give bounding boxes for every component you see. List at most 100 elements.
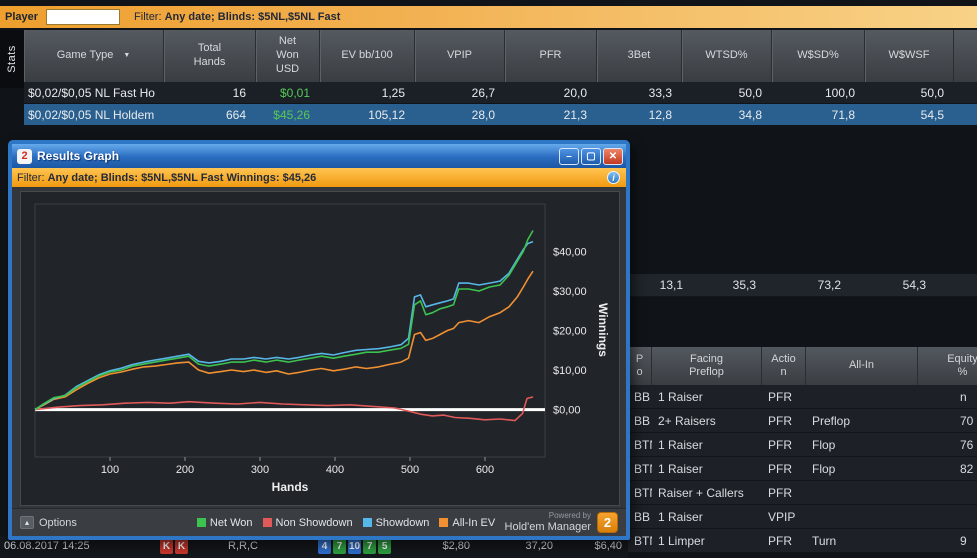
svg-text:$40,00: $40,00 [553, 246, 587, 258]
stats-table-row[interactable]: $0,02/$0,05 NL Fast Ho 16 $0,01 1,25 26,7 20,… [24, 82, 977, 104]
detail-table-row[interactable]: BB 2+ Raisers PFR Preflop 70 [628, 409, 977, 433]
svg-text:200: 200 [176, 464, 194, 476]
svg-text:$10,00: $10,00 [553, 365, 587, 377]
info-icon[interactable]: i [607, 171, 620, 184]
maximize-button[interactable]: ▢ [581, 147, 601, 165]
hm2-window-icon: 2 [17, 148, 32, 164]
results-graph-window: 2 Results Graph – ▢ ✕ Filter: Any date; … [8, 140, 630, 540]
hand-amount-2: 37,20 [525, 540, 553, 552]
detail-cell [806, 505, 918, 528]
popup-winnings-label: Winnings: [226, 171, 280, 184]
options-button[interactable]: ▴ Options [20, 516, 77, 529]
detail-cell: 2+ Raisers [658, 413, 716, 428]
detail-cell: BTN [634, 485, 652, 500]
detail-cell: Flop [812, 461, 836, 476]
detail-cell [918, 481, 977, 504]
detail-table-row[interactable]: BB 1 Raiser VPIP [628, 505, 977, 529]
detail-cell: 76 [960, 437, 974, 452]
minimize-button[interactable]: – [559, 147, 579, 165]
stat-value: 54,3 [902, 278, 926, 292]
popup-filter-bar: Filter: Any date; Blinds: $5NL,$5NL Fast… [12, 168, 626, 187]
board-cards: 4 7 10 7 5 [318, 539, 393, 554]
game-type-filter-arrow-icon[interactable]: ▼ [123, 51, 131, 59]
stats-table-header: Game Type ▼ Total Hands Net Won USD EV bb/10… [24, 30, 977, 82]
hole-card-chip: K [175, 539, 188, 554]
detail-cell: PFR [768, 461, 792, 476]
popup-titlebar[interactable]: 2 Results Graph – ▢ ✕ [12, 144, 626, 168]
svg-text:600: 600 [476, 464, 494, 476]
column-header-p-o[interactable]: P o [628, 347, 652, 385]
stats-table-row[interactable]: $0,02/$0,05 NL Holdem 664 $45,26 105,12 28,0… [24, 104, 977, 126]
player-search-input[interactable] [46, 9, 121, 25]
detail-table-row[interactable]: BTN Raiser + Callers PFR [628, 481, 977, 505]
stats-side-tab[interactable]: Stats [0, 30, 24, 88]
stat-value: 35,3 [732, 278, 756, 292]
filter-label: Filter: [134, 11, 162, 23]
board-card-chip: 7 [333, 539, 346, 554]
detail-cell: PFR [768, 437, 792, 452]
chart-panel: 100 200 300 400 500 600 $0,00 $10,00 $20,00 $30,0… [20, 191, 620, 506]
hand-amount-1: $2,80 [442, 540, 470, 552]
stat-cell: 34,8 [738, 107, 762, 122]
legend-label: All-In EV [452, 516, 496, 529]
detail-cell: PFR [768, 389, 792, 404]
detail-cell [806, 385, 918, 408]
detail-cell: PFR [768, 533, 792, 548]
column-header-equity[interactable]: Equity % [918, 347, 977, 385]
detail-table-row[interactable]: BTN 1 Raiser PFR Flop 82 [628, 457, 977, 481]
popup-bottom-bar: ▴ Options Net Won Non Showdown Showdown All… [12, 508, 626, 536]
detail-table-row[interactable]: BTN 1 Raiser PFR Flop 76 [628, 433, 977, 457]
stat-cell: 12,8 [648, 107, 672, 122]
column-header-facing-preflop[interactable]: Facing Preflop [652, 347, 762, 385]
detail-table-header: P o Facing Preflop Actio n All-In Equity % [628, 347, 977, 385]
powered-by: Powered by Hold'em Manager 2 [505, 511, 618, 533]
detail-cell: Raiser + Callers [658, 485, 744, 500]
legend-item-non-showdown: Non Showdown [262, 517, 353, 529]
column-header-vpip[interactable]: VPIP [415, 30, 505, 82]
results-graph-chart: 100 200 300 400 500 600 $0,00 $10,00 $20,00 $30,0… [34, 203, 587, 476]
legend-swatch-net-won [196, 518, 206, 527]
detail-cell: 1 Raiser [658, 437, 703, 452]
popup-title: Results Graph [37, 149, 120, 163]
stat-cell: 20,0 [563, 85, 587, 100]
stat-cell: 54,5 [920, 107, 944, 122]
column-header-net-won-usd[interactable]: Net Won USD [256, 30, 320, 82]
stats-table-body: $0,02/$0,05 NL Fast Ho 16 $0,01 1,25 26,7 20,… [24, 82, 977, 126]
stat-cell: 71,8 [831, 107, 855, 122]
column-header-game-type[interactable]: Game Type ▼ [24, 30, 164, 82]
detail-table-row[interactable]: BB 1 Raiser PFR n [628, 385, 977, 409]
detail-cell: n [960, 389, 967, 404]
column-header-actio-n[interactable]: Actio n [762, 347, 806, 385]
svg-text:$30,00: $30,00 [553, 286, 587, 298]
stat-cell: 1,25 [381, 85, 405, 100]
game-type-cell: $0,02/$0,05 NL Holdem [28, 107, 155, 122]
svg-text:$0,00: $0,00 [553, 405, 581, 417]
column-header-wtsd[interactable]: WTSD% [682, 30, 772, 82]
game-type-cell: $0,02/$0,05 NL Fast Ho [28, 85, 155, 100]
powered-by-text: Powered by [548, 511, 591, 521]
detail-cell: Preflop [812, 413, 851, 428]
stats-table: Game Type ▼ Total Hands Net Won USD EV bb/10… [24, 30, 977, 126]
stat-cell: 50,0 [738, 85, 762, 100]
detail-cell: 9 [960, 533, 967, 548]
stat-value: 73,2 [817, 278, 841, 292]
stat-cell: 28,0 [471, 107, 495, 122]
column-header-label: Game Type [56, 49, 114, 62]
filter-value: Any date; Blinds: $5NL,$5NL Fast [164, 11, 341, 23]
hands-detail-table: P o Facing Preflop Actio n All-In Equity % B… [628, 347, 977, 553]
column-header-ev-bb-100[interactable]: EV bb/100 [320, 30, 415, 82]
column-header-w-sd[interactable]: W$SD% [772, 30, 865, 82]
column-header-all-in[interactable]: All-In [806, 347, 918, 385]
column-header-total-hands[interactable]: Total Hands [164, 30, 256, 82]
column-header-w-wsf[interactable]: W$WSF [865, 30, 954, 82]
column-header-pfr[interactable]: PFR [505, 30, 597, 82]
detail-table-row[interactable]: BTN 1 Limper PFR Turn 9 [628, 529, 977, 553]
x-axis-label: Hands [271, 480, 309, 494]
stat-cell: 105,12 [368, 107, 405, 122]
svg-text:300: 300 [251, 464, 269, 476]
close-button[interactable]: ✕ [603, 147, 623, 165]
column-header-3bet[interactable]: 3Bet [597, 30, 682, 82]
detail-cell: VPIP [768, 509, 796, 524]
